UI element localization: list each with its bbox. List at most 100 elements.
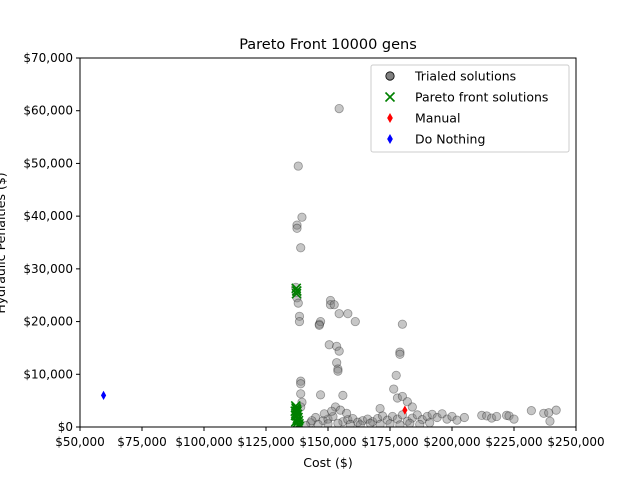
trialed-point bbox=[477, 410, 487, 421]
trialed-point bbox=[365, 418, 375, 427]
pareto-point bbox=[290, 416, 301, 427]
trialed-point bbox=[334, 104, 344, 114]
y-tick-label: $40,000 bbox=[23, 209, 73, 223]
trialed-point bbox=[293, 298, 303, 308]
trialed-point bbox=[314, 319, 324, 329]
trialed-point bbox=[487, 413, 497, 423]
trialed-point bbox=[334, 346, 344, 356]
trialed-point bbox=[292, 223, 302, 233]
trialed-point bbox=[355, 420, 365, 427]
trialed-point bbox=[382, 415, 393, 425]
trialed-point bbox=[333, 418, 343, 427]
trialed-point bbox=[307, 416, 317, 426]
trialed-point bbox=[459, 412, 469, 423]
y-tick-label: $0 bbox=[58, 420, 73, 434]
trialed-point bbox=[427, 409, 437, 419]
trialed-point bbox=[412, 410, 422, 420]
trialed-point bbox=[397, 319, 407, 329]
trialed-point bbox=[324, 340, 334, 350]
trialed-point bbox=[314, 320, 324, 330]
trialed-point bbox=[296, 379, 306, 389]
trialed-point bbox=[377, 411, 388, 421]
trialed-point bbox=[375, 419, 385, 427]
trialed-point bbox=[407, 413, 417, 423]
trialed-point bbox=[363, 414, 373, 424]
trialed-point bbox=[544, 408, 554, 418]
x-tick-label: $75,000 bbox=[117, 435, 167, 449]
trialed-point bbox=[333, 364, 343, 374]
trialed-point bbox=[442, 414, 452, 424]
legend-marker-trialed bbox=[385, 71, 395, 81]
pareto-point bbox=[291, 288, 302, 299]
trialed-point bbox=[447, 411, 457, 422]
legend-marker-manual bbox=[387, 112, 393, 124]
trialed-point bbox=[385, 419, 395, 427]
trialed-point bbox=[297, 212, 307, 222]
chart-title: Pareto Front 10000 gens bbox=[239, 37, 417, 53]
x-tick-label: $200,000 bbox=[423, 435, 480, 449]
y-tick-label: $60,000 bbox=[23, 104, 73, 118]
y-tick-label: $10,000 bbox=[23, 367, 73, 381]
trialed-point bbox=[292, 220, 302, 230]
trialed-point bbox=[415, 419, 425, 427]
trialed-point bbox=[372, 413, 383, 424]
trialed-point bbox=[482, 411, 492, 421]
legend-box bbox=[370, 64, 570, 153]
trialed-point bbox=[318, 416, 328, 426]
y-tick-label: $70,000 bbox=[23, 51, 73, 65]
y-tick-label: $20,000 bbox=[23, 315, 73, 329]
x-tick-label: $125,000 bbox=[237, 435, 294, 449]
trialed-point bbox=[392, 393, 403, 403]
trialed-point bbox=[338, 417, 348, 427]
trialed-point bbox=[402, 416, 412, 426]
trialed-point bbox=[501, 410, 512, 421]
trialed-point bbox=[330, 402, 341, 412]
trialed-point bbox=[315, 316, 326, 327]
trialed-point bbox=[492, 411, 502, 422]
trialed-point bbox=[387, 411, 398, 422]
legend-marker-pareto bbox=[384, 91, 396, 103]
x-axis-label: Cost ($) bbox=[303, 455, 352, 470]
trialed-point bbox=[334, 309, 344, 319]
trialed-point bbox=[341, 408, 352, 418]
trialed-point bbox=[417, 415, 427, 425]
x-tick-label: $250,000 bbox=[547, 435, 604, 449]
legend-label: Do Nothing bbox=[415, 132, 485, 147]
legend-label: Trialed solutions bbox=[414, 69, 516, 84]
trialed-point bbox=[335, 405, 345, 415]
trialed-point bbox=[332, 341, 342, 351]
trialed-point bbox=[452, 415, 462, 425]
trialed-point bbox=[296, 376, 306, 386]
trialed-point bbox=[294, 316, 305, 327]
trialed-point bbox=[407, 402, 417, 412]
trialed-point bbox=[545, 416, 555, 426]
trialed-point bbox=[296, 243, 306, 253]
y-axis-label: Hydraulic Penalties ($) bbox=[0, 172, 8, 313]
trialed-point bbox=[395, 349, 405, 359]
trialed-point bbox=[405, 418, 415, 427]
trialed-point bbox=[368, 417, 378, 427]
trialed-point bbox=[397, 391, 407, 402]
trialed-point bbox=[389, 384, 399, 394]
trialed-point bbox=[526, 406, 536, 416]
do-nothing-point bbox=[100, 390, 107, 400]
trialed-point bbox=[333, 366, 343, 376]
trialed-point bbox=[422, 411, 432, 422]
trialed-point bbox=[353, 417, 363, 427]
trialed-point bbox=[329, 300, 339, 310]
axes-layer: $50,000 $75,000 $100,000 $125,000 $150,000 $1… bbox=[23, 51, 604, 449]
trialed-point bbox=[348, 413, 358, 424]
legend-label: Manual bbox=[415, 111, 460, 126]
legend-label: Pareto front solutions bbox=[415, 90, 548, 105]
trialed-point bbox=[310, 412, 321, 423]
y-tick-label: $50,000 bbox=[23, 156, 73, 170]
x-tick-label: $50,000 bbox=[55, 435, 105, 449]
trialed-point bbox=[391, 370, 401, 380]
trialed-point bbox=[315, 390, 326, 400]
trialed-point bbox=[539, 408, 549, 418]
trialed-point bbox=[294, 311, 305, 321]
x-tick-label: $150,000 bbox=[299, 435, 356, 449]
trialed-point bbox=[293, 161, 303, 171]
pareto-point bbox=[290, 406, 301, 417]
trialed-point bbox=[350, 316, 360, 327]
